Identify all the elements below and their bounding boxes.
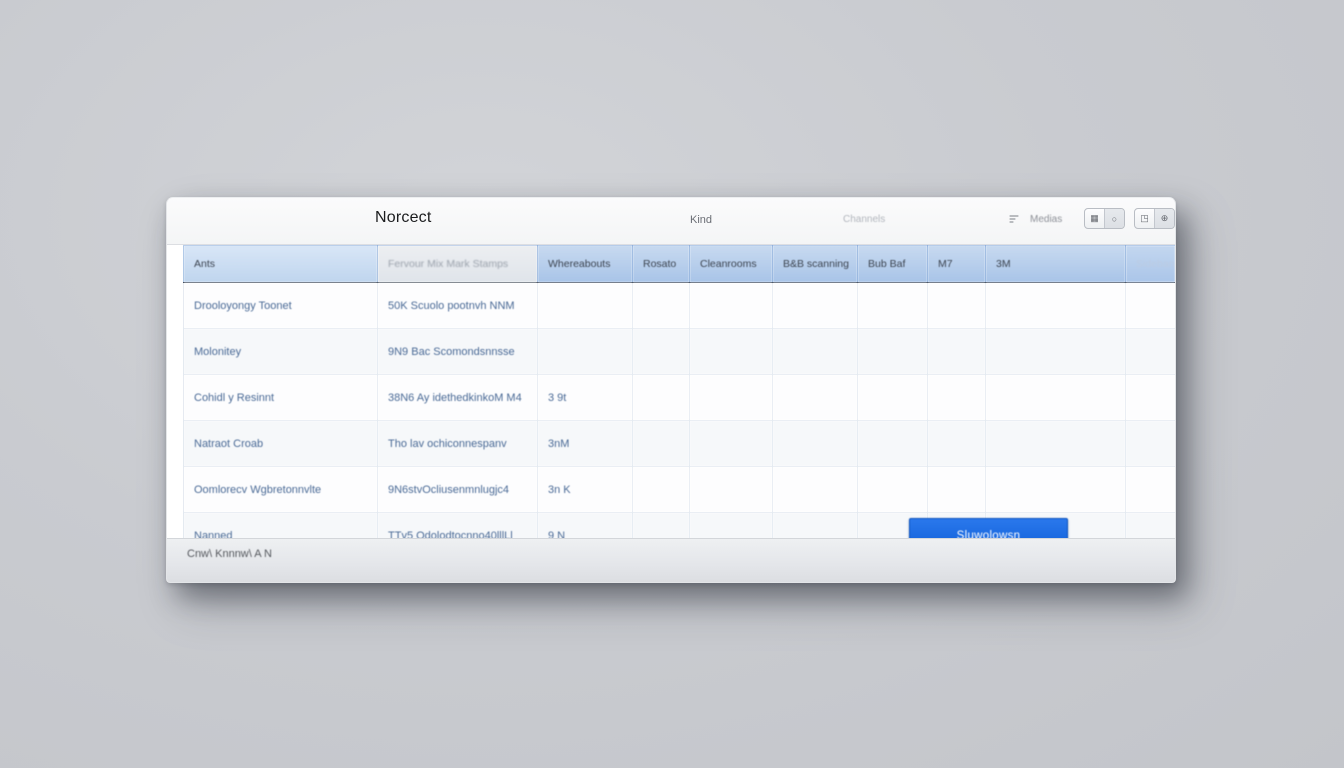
cell-scanning (772, 282, 858, 329)
table-row[interactable]: Oomlorecv Wgbretonnvlte 9N6stvOcliusenmnl… (183, 466, 1175, 513)
cell-results (632, 282, 690, 329)
column-header-batch[interactable]: Bub Baf (857, 245, 928, 283)
table-row[interactable]: Natraot Croab Tho lav ochiconnespanv 3nM (183, 420, 1175, 467)
sort-icon[interactable] (1007, 212, 1021, 226)
cell-whereas: 3 9t (537, 374, 633, 421)
grid-view-icon[interactable]: ▦ (1085, 209, 1105, 228)
cell-am (985, 420, 1126, 467)
cell-desc: Tho lav ochiconnespanv (377, 420, 538, 467)
cell-results (632, 328, 690, 375)
toolbar-channels-label[interactable]: Channels (843, 214, 886, 225)
table-header-row: Ants Fervour Mix Mark Stamps Whereabouts Ro… (183, 245, 1175, 283)
cell-scanning (772, 328, 858, 375)
cell-batch (857, 328, 928, 375)
cell-faded (1125, 466, 1175, 513)
table-body: Drooloyongy Toonet 50K Scuolo pootnvh NNM… (183, 282, 1175, 540)
data-table: Ants Fervour Mix Mark Stamps Whereabouts Ro… (183, 245, 1175, 540)
table-header: Ants Fervour Mix Mark Stamps Whereabouts Ro… (183, 245, 1175, 283)
cell-name: Molonitey (183, 328, 378, 375)
cell-whereas: 9 N (537, 512, 633, 540)
cell-batch (857, 374, 928, 421)
cell-m7 (927, 466, 986, 513)
cell-whereas: 3nM (537, 420, 633, 467)
cell-cleaners (689, 466, 773, 513)
cell-batch (857, 420, 928, 467)
cell-batch (857, 282, 928, 329)
application-window: Norcect Kind Channels Medias ▦ ○ ◳ ⊕ (166, 197, 1176, 583)
cell-am (985, 374, 1126, 421)
table-row[interactable]: Nanned TTv5 Odolodtocnno40lllLl 9 N (183, 512, 1175, 540)
toolbar-kind-label[interactable]: Kind (690, 214, 713, 226)
cell-batch (857, 466, 928, 513)
cell-name: Oomlorecv Wgbretonnvlte (183, 466, 378, 513)
zoom-segmented-control[interactable]: ◳ ⊕ (1134, 208, 1175, 229)
cell-results (632, 374, 690, 421)
cell-name: Drooloyongy Toonet (183, 282, 378, 329)
cell-faded (1125, 282, 1175, 329)
cell-cleaners (689, 420, 773, 467)
window-title: Norcect (375, 209, 432, 226)
table-row[interactable]: Molonitey 9N9 Bac Scomondsnnsse (183, 328, 1175, 375)
cell-name: Nanned (183, 512, 378, 540)
cell-desc: 38N6 Ay idethedkinkoM M4 (377, 374, 538, 421)
zoom-in-icon[interactable]: ⊕ (1155, 209, 1174, 228)
cell-desc: 50K Scuolo pootnvh NNM (377, 282, 538, 329)
table-row[interactable]: Cohidl y Resinnt 38N6 Ay idethedkinkoM M4… (183, 374, 1175, 421)
cell-results (632, 466, 690, 513)
window-toolbar: Norcect Kind Channels Medias ▦ ○ ◳ ⊕ (167, 198, 1175, 245)
cell-whereas: 3n K (537, 466, 633, 513)
cell-m7 (927, 420, 986, 467)
list-view-icon[interactable]: ○ (1105, 209, 1124, 228)
cell-results (632, 420, 690, 467)
cell-cleaners (689, 374, 773, 421)
cell-scanning (772, 420, 858, 467)
column-header-am[interactable]: 3M (985, 245, 1126, 283)
cell-faded (1125, 512, 1175, 540)
cell-faded (1125, 328, 1175, 375)
cell-m7 (927, 374, 986, 421)
cell-scanning (772, 512, 858, 540)
column-header-desc[interactable]: Fervour Mix Mark Stamps (377, 245, 538, 283)
cell-whereas (537, 328, 633, 375)
cell-scanning (772, 374, 858, 421)
cell-am (985, 282, 1126, 329)
cell-am (985, 328, 1126, 375)
cell-desc: 9N6stvOcliusenmnlugjc4 (377, 466, 538, 513)
toolbar-medias-label[interactable]: Medias (1030, 214, 1063, 225)
column-header-whereas[interactable]: Whereabouts (537, 245, 633, 283)
column-header-cleaners[interactable]: Cleanrooms (689, 245, 773, 283)
column-header-faded[interactable]: Sidebands (1125, 245, 1175, 283)
cell-faded (1125, 420, 1175, 467)
cell-desc: TTv5 Odolodtocnno40lllLl (377, 512, 538, 540)
cell-desc: 9N9 Bac Scomondsnnsse (377, 328, 538, 375)
view-mode-segmented-control[interactable]: ▦ ○ (1084, 208, 1125, 229)
cell-cleaners (689, 328, 773, 375)
cell-m7 (927, 282, 986, 329)
cell-whereas (537, 282, 633, 329)
cell-cleaners (689, 282, 773, 329)
column-header-name[interactable]: Ants (183, 245, 378, 283)
column-header-results[interactable]: Rosato (632, 245, 690, 283)
cell-faded (1125, 374, 1175, 421)
zoom-out-icon[interactable]: ◳ (1135, 209, 1155, 228)
cell-scanning (772, 466, 858, 513)
table-container: Ants Fervour Mix Mark Stamps Whereabouts Ro… (167, 245, 1175, 540)
cell-m7 (927, 328, 986, 375)
status-bar-text: Cnw\ Knnnw\ A N (187, 548, 272, 560)
column-header-scanning[interactable]: B&B scanning (772, 245, 858, 283)
column-header-m7[interactable]: M7 (927, 245, 986, 283)
table-row[interactable]: Drooloyongy Toonet 50K Scuolo pootnvh NNM (183, 282, 1175, 329)
cell-results (632, 512, 690, 540)
cell-am (985, 466, 1126, 513)
cell-name: Natraot Croab (183, 420, 378, 467)
status-bar: Cnw\ Knnnw\ A N (167, 538, 1175, 582)
cell-cleaners (689, 512, 773, 540)
cell-name: Cohidl y Resinnt (183, 374, 378, 421)
